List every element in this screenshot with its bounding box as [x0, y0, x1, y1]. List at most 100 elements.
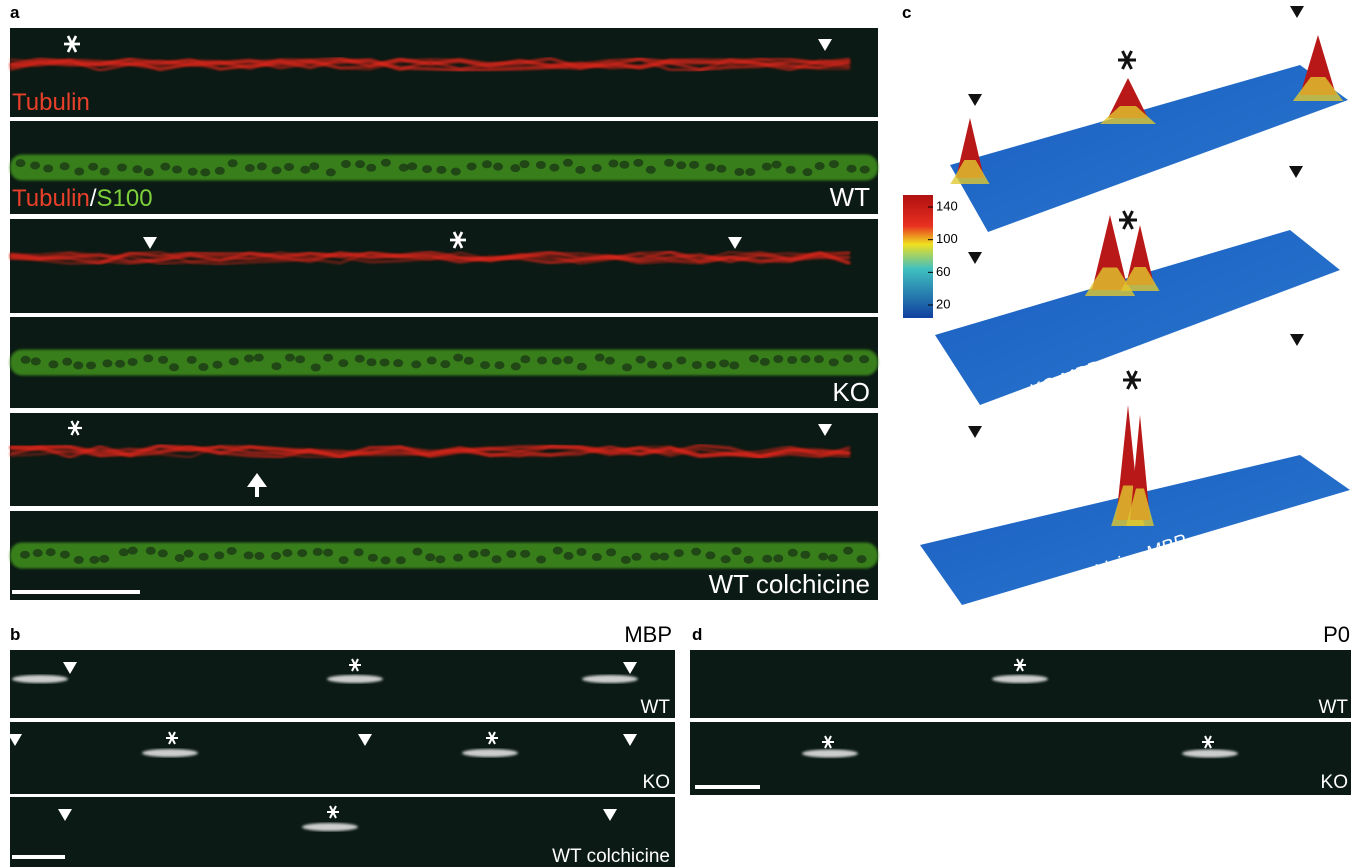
bright-spot: [992, 675, 1048, 683]
nucleus: [425, 553, 435, 561]
nucleus: [492, 555, 502, 563]
nucleus: [214, 551, 224, 559]
image-panel: [690, 722, 1351, 795]
condition-label: KO: [643, 772, 670, 793]
nucleus: [245, 164, 255, 172]
nucleus: [399, 164, 409, 172]
nucleus: [732, 547, 742, 555]
arrowhead: [1290, 334, 1304, 346]
nucleus: [453, 354, 463, 362]
nucleus: [676, 161, 686, 169]
nucleus: [212, 361, 222, 369]
stain-label: P0: [1323, 622, 1350, 647]
asterisk: [1118, 51, 1136, 69]
nucleus: [857, 555, 867, 563]
nucleus: [605, 357, 615, 365]
nucleus: [115, 360, 125, 368]
nucleus: [341, 160, 351, 168]
nucleus: [520, 160, 530, 168]
nucleus: [184, 550, 194, 558]
arrowhead: [1290, 6, 1304, 18]
nucleus: [381, 159, 391, 167]
nucleus: [271, 362, 281, 370]
nucleus: [705, 551, 715, 559]
nucleus: [33, 549, 43, 557]
image-panel: [690, 650, 1351, 718]
nucleus: [309, 162, 319, 170]
condition-label: KO: [1321, 772, 1348, 793]
nucleus: [20, 551, 30, 559]
nucleus: [339, 556, 349, 564]
panel-label: d: [692, 625, 702, 644]
nucleus: [300, 166, 310, 174]
stain-label: Tubulin: [12, 185, 90, 212]
bright-spot: [142, 749, 198, 757]
nucleus: [411, 360, 421, 368]
nucleus: [380, 358, 390, 366]
nucleus: [773, 355, 783, 363]
nucleus: [576, 548, 586, 556]
nucleus: [282, 549, 292, 557]
nucleus: [117, 163, 127, 171]
condition-label: WT: [640, 697, 670, 718]
nucleus: [128, 358, 138, 366]
nucleus: [633, 159, 643, 167]
condition-label: WT colchicine: [709, 569, 870, 599]
colorbar-tick-label: 20: [936, 296, 950, 311]
nucleus: [659, 553, 669, 561]
nucleus: [295, 355, 305, 363]
figure: a c b d Tubulin Tubulin/S100 WT KO WT co…: [0, 0, 1356, 867]
nucleus: [636, 356, 646, 364]
nucleus: [272, 166, 282, 174]
nucleus: [510, 164, 520, 172]
nucleus: [285, 354, 295, 362]
nucleus: [102, 359, 112, 367]
nucleus: [244, 354, 254, 362]
nucleus: [158, 356, 168, 364]
nucleus: [88, 163, 98, 171]
nucleus: [284, 163, 294, 171]
nucleus: [228, 159, 238, 167]
nucleus: [73, 361, 83, 369]
nucleus: [537, 356, 547, 364]
nucleus: [89, 556, 99, 564]
colorbar-tick-label: 60: [936, 264, 950, 279]
nucleus: [132, 165, 142, 173]
nucleus: [21, 356, 31, 364]
nucleus: [393, 359, 403, 367]
nucleus: [427, 357, 437, 365]
nucleus: [828, 554, 838, 562]
condition-label: WT colchicine: [552, 846, 670, 867]
nucleus: [563, 159, 573, 167]
nucleus: [744, 556, 754, 564]
nucleus: [311, 363, 321, 371]
nucleus: [482, 160, 492, 168]
stain-label: Tubulin/S100: [12, 185, 153, 212]
nucleus: [198, 363, 208, 371]
nucleus: [60, 162, 70, 170]
colorbar-tick-label: 140: [936, 198, 958, 213]
bright-spot: [462, 749, 518, 757]
nucleus: [144, 168, 154, 176]
nucleus: [608, 160, 618, 168]
nucleus: [62, 358, 72, 366]
asterisk: [1123, 371, 1141, 389]
nucleus: [367, 358, 377, 366]
nucleus: [592, 553, 602, 561]
colorbar-tick-label: 100: [936, 231, 958, 246]
nucleus: [536, 161, 546, 169]
nucleus: [323, 549, 333, 557]
nucleus: [814, 355, 824, 363]
nucleus: [188, 168, 198, 176]
nucleus: [818, 553, 828, 561]
nucleus: [646, 166, 656, 174]
nucleus: [632, 553, 642, 561]
nucleus: [786, 166, 796, 174]
nucleus: [520, 355, 530, 363]
nucleus: [619, 161, 629, 169]
nucleus: [760, 358, 770, 366]
nucleus: [622, 363, 632, 371]
nucleus: [254, 552, 264, 560]
nucleus: [563, 356, 573, 364]
nucleus: [257, 162, 267, 170]
